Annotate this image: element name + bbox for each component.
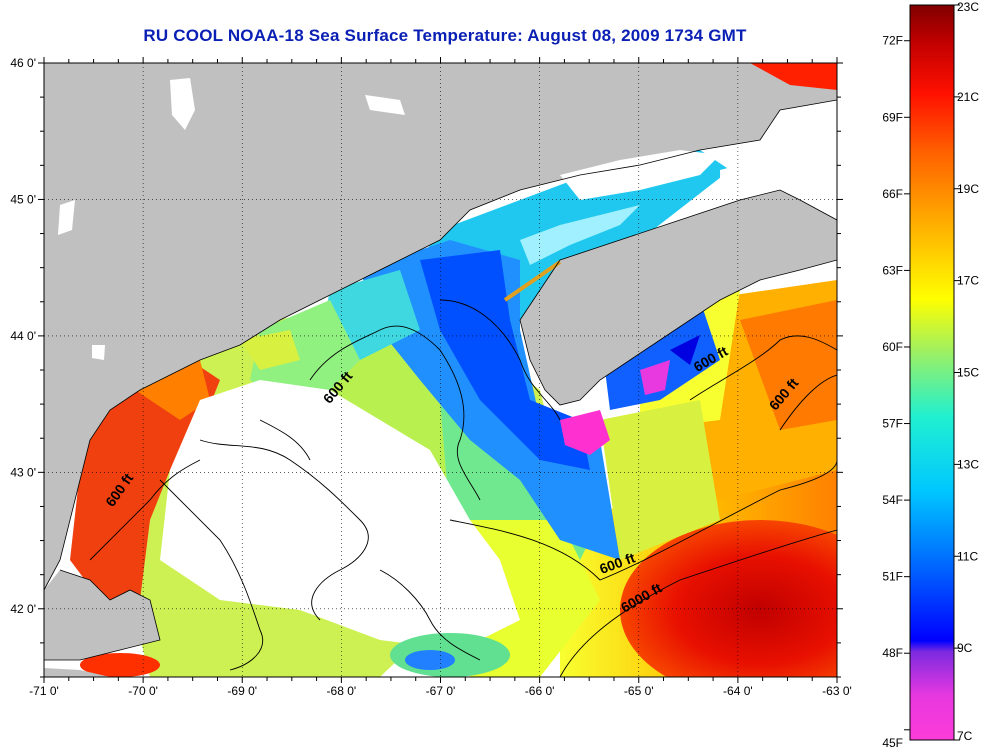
colorbar: 23C 21C 19C 17C 15C 13C 11C 9C 7C 72F 69F 66F 63F 60F… <box>882 0 979 750</box>
lat-tick-label: 45 0' <box>10 192 36 206</box>
colorbar-label-f: 60F <box>882 340 903 354</box>
colorbar-label-f: 66F <box>882 187 903 201</box>
lon-tick-label: -67 0' <box>426 684 456 698</box>
sst-patch <box>70 360 220 600</box>
sst-patch <box>420 250 590 470</box>
contour-600ft <box>449 459 837 581</box>
cloud-area <box>560 150 720 200</box>
colorbar-label-c: 11C <box>957 549 978 563</box>
colorbar-label-f: 54F <box>882 493 903 507</box>
sst-patch <box>620 520 837 677</box>
cloud-area <box>720 165 740 185</box>
contour-600ft <box>199 439 369 621</box>
colorbar-label-c: 23C <box>957 0 979 14</box>
colorbar-label-c: 21C <box>957 90 979 104</box>
colorbar-label-f: 51F <box>882 570 903 584</box>
land-nova-scotia <box>520 190 837 405</box>
lat-tick-label: 44 0' <box>10 329 36 343</box>
map-title: RU COOL NOAA-18 Sea Surface Temperature:… <box>143 26 747 45</box>
colorbar-label-f: 72F <box>882 34 903 48</box>
contour-600ft <box>89 459 201 561</box>
colorbar-label-c: 7C <box>957 729 973 743</box>
sst-patch <box>240 330 300 370</box>
colorbar-label-c: 19C <box>957 182 979 196</box>
bathymetry-contours <box>89 299 837 677</box>
contour-600ft <box>689 335 837 401</box>
sst-patch <box>600 400 720 560</box>
contour-600ft <box>439 299 561 421</box>
colorbar-label-f: 57F <box>882 417 903 431</box>
colorbar-label-c: 9C <box>957 641 973 655</box>
lon-tick-label: -65 0' <box>624 684 654 698</box>
land-cape-cod <box>44 570 160 660</box>
sst-patch <box>405 650 455 670</box>
contour-600ft <box>159 479 264 671</box>
colorbar-label-f: 45F <box>882 736 903 750</box>
cloud-area <box>170 78 195 130</box>
colorbar-label-f: 63F <box>882 263 903 277</box>
contour-600ft <box>259 419 311 461</box>
lon-tick-label: -70 0' <box>128 684 158 698</box>
cloud-area <box>160 380 520 650</box>
graticule <box>44 63 837 677</box>
lon-tick-label: -69 0' <box>227 684 257 698</box>
sst-patch <box>640 360 670 395</box>
cloud-area <box>58 200 75 235</box>
sst-patch <box>80 653 160 677</box>
land-islands <box>44 668 110 677</box>
colorbar-label-c: 13C <box>957 457 979 471</box>
lon-tick-label: -63 0' <box>822 684 852 698</box>
colorbar-scale <box>909 4 955 741</box>
lon-tick-label: -64 0' <box>723 684 753 698</box>
colorbar-label-f: 48F <box>882 646 903 660</box>
colorbar-label-c: 17C <box>957 274 979 288</box>
land-mainland <box>44 63 837 590</box>
cloud-area <box>92 345 105 360</box>
colorbar-label-c: 15C <box>957 366 979 380</box>
sst-patch <box>740 300 837 430</box>
sst-patch <box>520 205 640 265</box>
contour-600ft <box>379 569 481 661</box>
cloud-area <box>365 95 405 115</box>
sst-patch <box>670 335 700 365</box>
map-axes: -71 0' -70 0' -69 0' -68 0' -67 0' -66 0' -65 … <box>10 56 851 698</box>
lat-tick-label: 43 0' <box>10 465 36 479</box>
colorbar-label-f: 69F <box>882 110 903 124</box>
lon-tick-label: -71 0' <box>29 684 59 698</box>
sst-patch <box>560 410 610 455</box>
sst-patch <box>470 520 600 677</box>
sst-patch <box>503 260 562 302</box>
coastline <box>44 99 837 661</box>
contour-6000ft <box>559 529 837 677</box>
lat-tick-label: 42 0' <box>10 602 36 616</box>
lon-tick-label: -66 0' <box>525 684 555 698</box>
sst-patch <box>750 63 837 90</box>
lon-tick-label: -68 0' <box>327 684 357 698</box>
lat-tick-label: 46 0' <box>10 56 36 70</box>
contour-600ft <box>779 374 837 431</box>
contour-600ft <box>309 325 481 501</box>
